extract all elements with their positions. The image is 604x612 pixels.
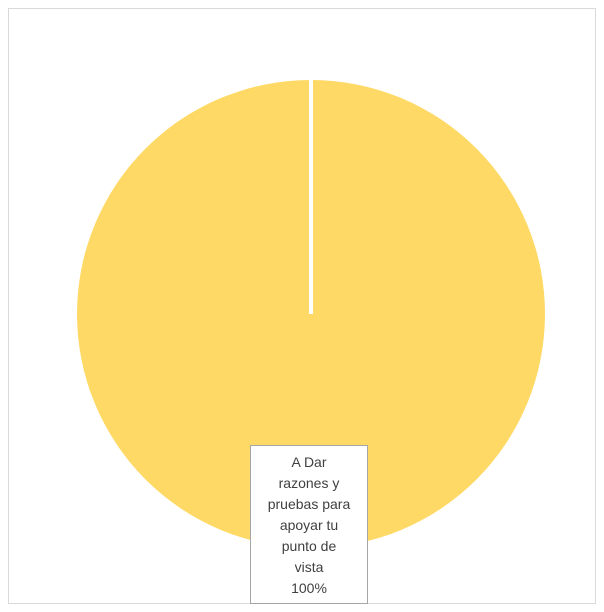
- data-label-line: pruebas para: [267, 496, 351, 512]
- data-label-line: apoyar tu: [279, 517, 339, 533]
- data-label-line: A Dar: [291, 454, 327, 470]
- data-label-line: razones y: [278, 475, 340, 491]
- data-label-percent: 100%: [291, 580, 327, 596]
- data-label-line: vista: [294, 559, 324, 575]
- pie-data-label: A Dar razones y pruebas para apoyar tu p…: [250, 445, 368, 604]
- data-label-line: punto de: [281, 538, 337, 554]
